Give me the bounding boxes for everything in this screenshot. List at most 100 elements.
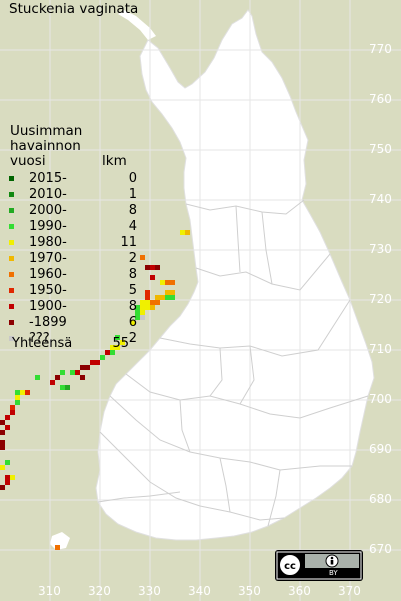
observation-square (170, 280, 175, 285)
legend-total-count: 55 (112, 336, 129, 351)
observation-square (55, 375, 60, 380)
finland-landmass (95, 9, 375, 541)
observation-square (145, 300, 150, 305)
legend-row-label: 1970- (29, 251, 67, 266)
observation-square (5, 480, 10, 485)
observation-square (145, 265, 150, 270)
legend-row-label: ??? (29, 331, 50, 346)
observation-square (5, 415, 10, 420)
observation-square (80, 375, 85, 380)
observation-square (65, 385, 70, 390)
observation-square (15, 400, 20, 405)
legend-heading-line-3: vuosi (10, 153, 46, 169)
observation-square (140, 315, 145, 320)
observation-square (170, 295, 175, 300)
observation-square (145, 290, 150, 295)
legend-swatch (9, 176, 14, 181)
legend-row-label: 1900- (29, 299, 67, 314)
y-tick-760: 760 (369, 92, 392, 106)
y-tick-690: 690 (369, 442, 392, 456)
observation-square (20, 390, 25, 395)
observation-square (145, 305, 150, 310)
observation-square (160, 295, 165, 300)
y-tick-740: 740 (369, 192, 392, 206)
legend-row-label: 1990- (29, 219, 67, 234)
legend-heading-line-2: havainnon (10, 138, 81, 154)
observation-square (150, 265, 155, 270)
legend-row-count: 1 (128, 187, 137, 202)
observation-square (170, 290, 175, 295)
observation-square (10, 405, 15, 410)
observation-square (60, 370, 65, 375)
legend-row-count: 11 (120, 235, 137, 250)
legend-row-label: 2010- (29, 187, 67, 202)
license-badge[interactable]: cc BY (275, 550, 363, 581)
legend-swatch (9, 272, 14, 277)
observation-square (5, 460, 10, 465)
lapland-arm (118, 10, 156, 40)
legend-count-header: lkm (102, 153, 127, 169)
y-tick-770: 770 (369, 42, 392, 56)
observation-square (10, 410, 15, 415)
legend-row-label: 1950- (29, 283, 67, 298)
observation-square (165, 280, 170, 285)
observation-square (5, 425, 10, 430)
legend-swatch (9, 288, 14, 293)
y-tick-720: 720 (369, 292, 392, 306)
observation-square (155, 295, 160, 300)
legend-swatch (9, 208, 14, 213)
observation-square (140, 300, 145, 305)
x-tick-340: 340 (188, 584, 211, 598)
legend-row-label: 1960- (29, 267, 67, 282)
observation-square (135, 315, 140, 320)
x-tick-330: 330 (138, 584, 161, 598)
y-tick-730: 730 (369, 242, 392, 256)
legend-total-label: Yhteensä (12, 336, 73, 351)
observation-square (165, 290, 170, 295)
legend-swatch (9, 256, 14, 261)
observation-square (155, 265, 160, 270)
observation-square (155, 300, 160, 305)
observation-square (160, 280, 165, 285)
observation-square (180, 230, 185, 235)
observation-square (110, 350, 115, 355)
y-tick-670: 670 (369, 542, 392, 556)
observation-square (0, 485, 5, 490)
observation-square (55, 545, 60, 550)
observation-square (115, 345, 120, 350)
observation-square (130, 320, 135, 325)
legend-row-count: 2 (128, 331, 137, 346)
legend-total: Yhteensä 55 (12, 336, 129, 351)
observation-square (0, 430, 5, 435)
observation-square (90, 360, 95, 365)
observation-square (5, 475, 10, 480)
legend-row-label: 2015- (29, 171, 67, 186)
y-tick-680: 680 (369, 492, 392, 506)
legend-row-label: 2000- (29, 203, 67, 218)
observation-square (100, 355, 105, 360)
legend-row-count: 4 (128, 219, 137, 234)
observation-square (140, 310, 145, 315)
observation-square (10, 475, 15, 480)
observation-square (60, 385, 65, 390)
observation-square (145, 295, 150, 300)
legend-swatch (9, 304, 14, 309)
legend-swatch (9, 240, 14, 245)
legend-row-count: 8 (128, 203, 137, 218)
cc-by-icon: cc (276, 551, 362, 580)
legend-swatch (9, 224, 14, 229)
observation-square (95, 360, 100, 365)
observation-square (140, 255, 145, 260)
observation-square (115, 335, 120, 340)
y-tick-710: 710 (369, 342, 392, 356)
y-tick-750: 750 (369, 142, 392, 156)
province-borders (97, 199, 369, 527)
observation-square (185, 230, 190, 235)
legend-row-count: 8 (128, 267, 137, 282)
legend-swatch (9, 336, 14, 341)
legend-heading-line-1: Uusimman (10, 123, 83, 139)
x-tick-320: 320 (88, 584, 111, 598)
observation-square (35, 375, 40, 380)
observation-square (0, 465, 5, 470)
